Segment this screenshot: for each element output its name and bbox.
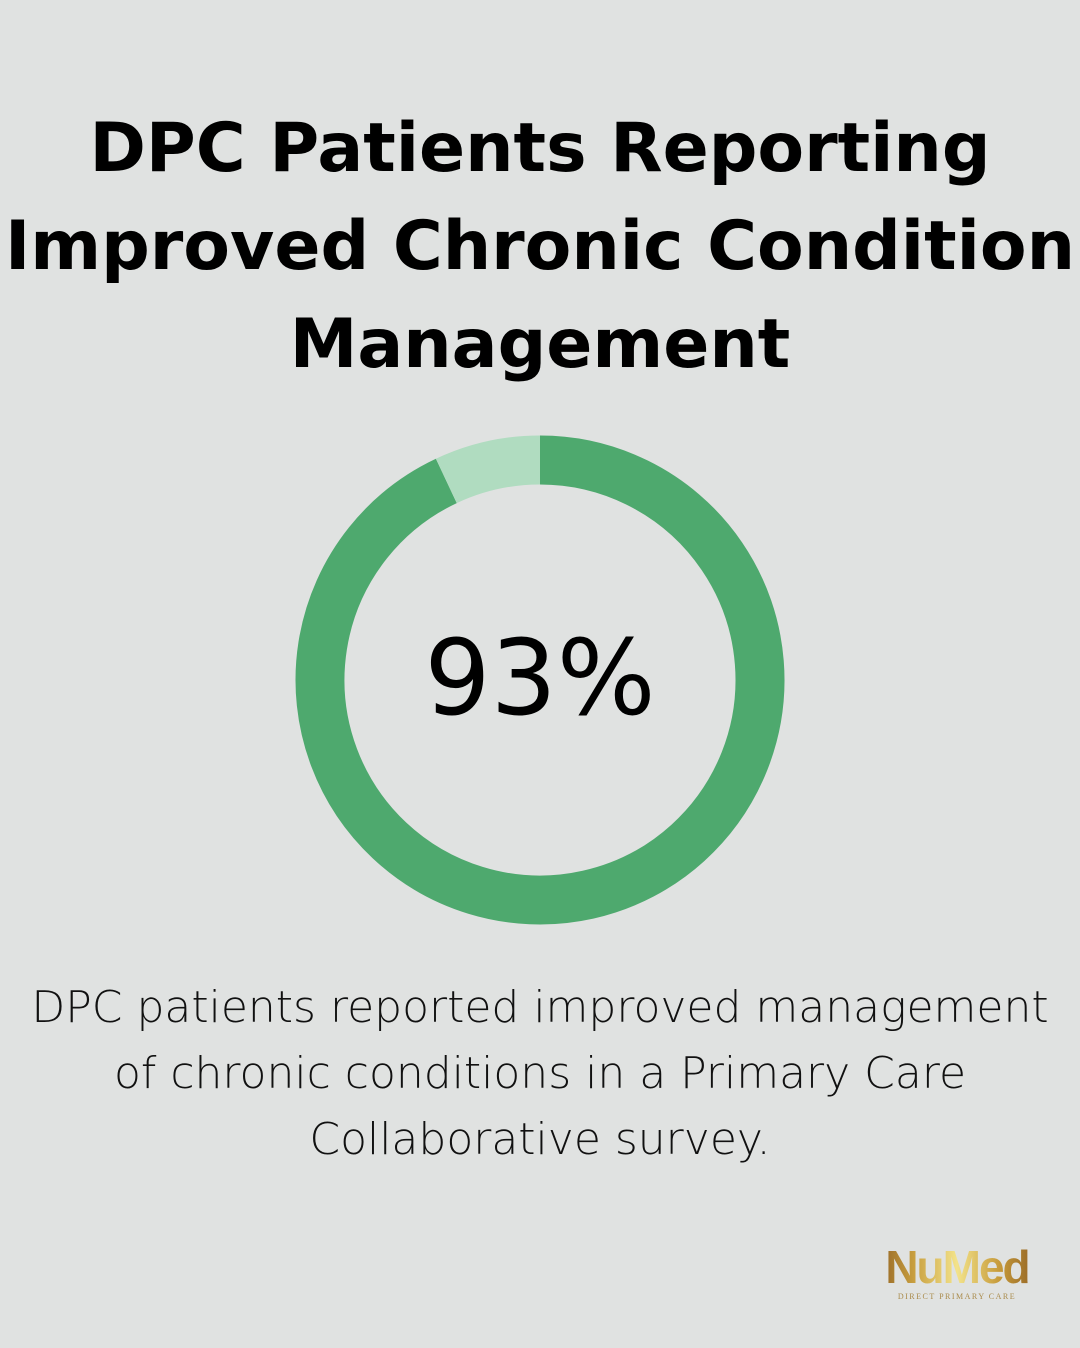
donut-slice-improved (295, 435, 785, 925)
logo-tagline: DIRECT PRIMARY CARE (897, 1292, 1017, 1301)
logo-wordmark: NuMed (872, 1242, 1042, 1292)
center-label: 93% (424, 617, 655, 739)
chart-title: DPC Patients Reporting Improved Chronic … (4, 109, 1076, 384)
donut-slice-other (435, 435, 541, 504)
numed-logo: NuMed DIRECT PRIMARY CARE (872, 1242, 1042, 1301)
caption: DPC patients reported improved managemen… (31, 982, 1049, 1165)
donut-chart: 93% (295, 435, 785, 925)
